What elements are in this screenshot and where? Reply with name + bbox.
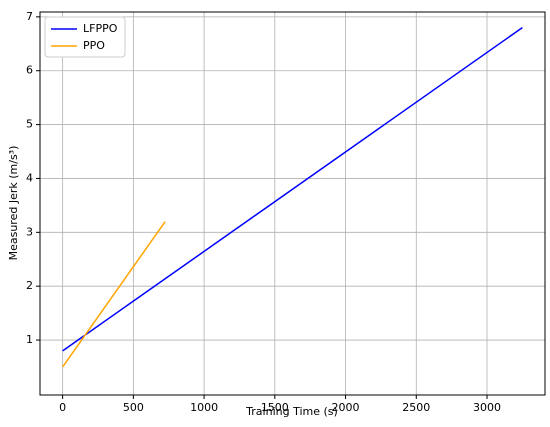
x-tick-label: 2000: [332, 401, 360, 414]
y-tick-label: 3: [26, 225, 33, 238]
plot-frame: [39, 11, 546, 396]
y-tick-label: 2: [26, 279, 33, 292]
x-tick-label: 0: [59, 401, 66, 414]
x-tick-label: 1000: [190, 401, 218, 414]
y-tick-label: 4: [26, 171, 33, 184]
y-tick-label: 6: [26, 64, 33, 77]
x-axis-label: Training Time (s): [245, 405, 338, 418]
legend: LFPPO PPO: [44, 16, 126, 58]
legend-label: LFPPO: [83, 22, 118, 35]
x-tick-label: 3000: [473, 401, 501, 414]
y-tick-label: 7: [26, 10, 33, 23]
x-tick-label: 500: [123, 401, 144, 414]
x-tick-label: 1500: [261, 401, 289, 414]
y-tick-label: 1: [26, 333, 33, 346]
line: [62, 27, 523, 352]
y-axis-label: Measured Jerk (m/s³): [7, 146, 20, 261]
legend-box: [44, 16, 126, 58]
legend-label: PPO: [83, 39, 105, 52]
y-tick-label: 5: [26, 118, 33, 131]
x-tick-label: 2500: [402, 401, 430, 414]
line: [62, 221, 166, 368]
